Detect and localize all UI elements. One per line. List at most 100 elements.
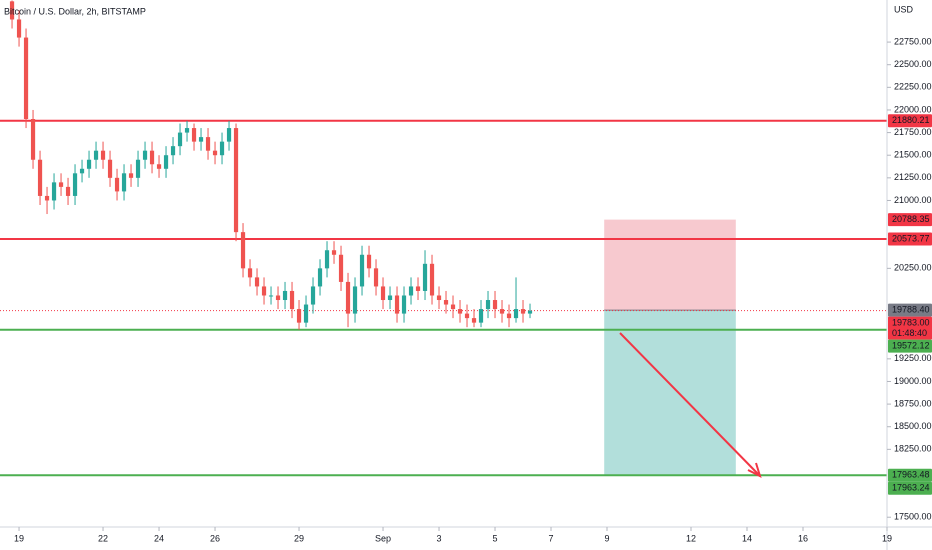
candle-body [16,19,22,38]
candle-body [317,268,323,287]
y-tick-label: 18250.00 [894,444,932,454]
y-tick-label: 22500.00 [894,59,932,69]
stop-zone [604,219,736,311]
price-label-box [888,481,932,495]
candle-body [30,119,36,160]
candle-body [296,309,302,323]
candle-body [359,254,365,287]
candle-body [485,300,491,310]
x-tick-label: Sep [375,533,391,543]
candle-body [51,182,57,201]
candle-body [205,137,211,151]
candle-body [345,281,351,314]
candle-body [72,173,78,196]
arrow-head [747,462,762,478]
candle-body [128,173,134,178]
price-label-box [888,339,932,353]
candle-body [338,254,344,282]
price-label-box [888,316,932,340]
candle-body [177,132,183,147]
candle-body [65,186,71,196]
y-tick-label: 22250.00 [894,82,932,92]
candle-body [212,150,218,156]
candle-body [240,232,246,269]
y-tick-label: 19000.00 [894,376,932,386]
x-tick-label: 24 [154,533,164,543]
price-label-box [888,468,932,482]
x-tick-label: 14 [742,533,752,543]
candle-body [37,159,43,196]
candle-body [394,295,400,314]
candle-body [303,304,309,323]
candle-body [282,290,288,301]
candle-body [506,313,512,319]
candle-body [436,295,442,301]
candle-body [100,150,106,160]
currency-label: USD [894,4,914,14]
candle-body [520,309,526,314]
price-label-box [888,114,932,128]
candle-body [478,309,484,323]
y-tick-label: 22000.00 [894,104,932,114]
price-label: 17963.48 [892,470,930,480]
candle-body [86,159,92,169]
price-label-box [888,303,932,317]
y-tick-label: 20250.00 [894,263,932,273]
x-tick-label: 19 [14,533,24,543]
candle-body [142,150,148,160]
candle-body [310,286,316,305]
x-tick-label: 29 [294,533,304,543]
y-tick-label: 18500.00 [894,421,932,431]
countdown-label: 01:48:40 [892,328,927,338]
candle-body [415,286,421,291]
candle-body [9,1,15,20]
candle-body [163,155,169,169]
price-label-box [888,232,932,246]
candle-body [464,313,470,319]
x-tick-label: 9 [605,533,610,543]
y-tick-label: 17500.00 [894,512,932,522]
candle-body [135,159,141,178]
candle-body [268,295,274,297]
candle-body [387,295,393,301]
candle-body [156,164,162,169]
chart-title: Bitcoin / U.S. Dollar, 2h, BITSTAMP [4,6,146,16]
x-tick-label: 22 [98,533,108,543]
candle-body [261,286,267,296]
candle-body [324,250,330,269]
candle-body [184,128,190,133]
candle-body [79,168,85,174]
candle-body [23,37,29,120]
candle-body [471,318,477,323]
price-label: 21880.21 [892,115,930,125]
x-tick-label: 3 [437,533,442,543]
candle-body [289,290,295,310]
arrow [619,332,761,477]
candle-body [149,150,155,165]
y-tick-label: 21500.00 [894,150,932,160]
price-label-box [888,213,932,227]
x-tick-label: 26 [210,533,220,543]
x-tick-label: 19 [882,533,892,543]
candle-body [191,128,197,142]
target-zone [604,310,736,476]
candle-body [352,286,358,314]
candle-body [58,182,64,187]
candle-body [401,295,407,314]
candle-body [170,146,176,156]
candle-body [499,309,505,314]
x-tick-label: 5 [493,533,498,543]
price-label: 20573.77 [892,233,930,243]
price-label: 17963.24 [892,483,930,493]
y-tick-label: 21750.00 [894,127,932,137]
price-label: 19788.40 [892,304,930,314]
candle-body [275,295,281,301]
candle-body [219,141,225,156]
candle-body [254,277,260,287]
candle-body [450,304,456,310]
candle-body [366,254,372,269]
plot-area [0,0,887,478]
x-tick-label: 16 [798,533,808,543]
